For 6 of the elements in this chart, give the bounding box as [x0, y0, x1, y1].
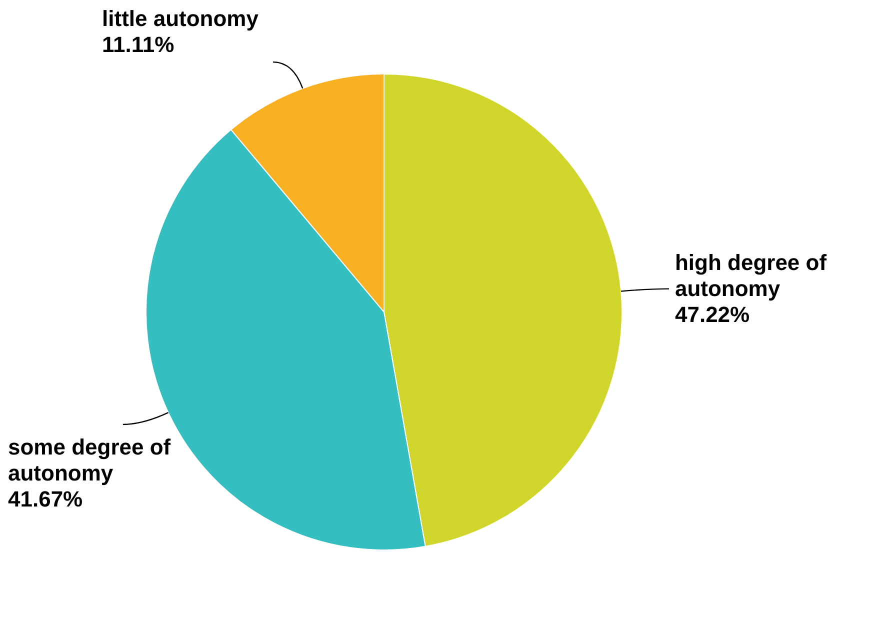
data-label: 11.11% — [102, 32, 174, 58]
data-label: 41.67% — [8, 486, 83, 512]
slice-label: little autonomy — [102, 6, 260, 32]
data-label: 47.22% — [674, 302, 750, 327]
slice-label: high degree of autonomy — [674, 250, 828, 301]
slice-label: some degree of autonomy — [8, 434, 172, 486]
